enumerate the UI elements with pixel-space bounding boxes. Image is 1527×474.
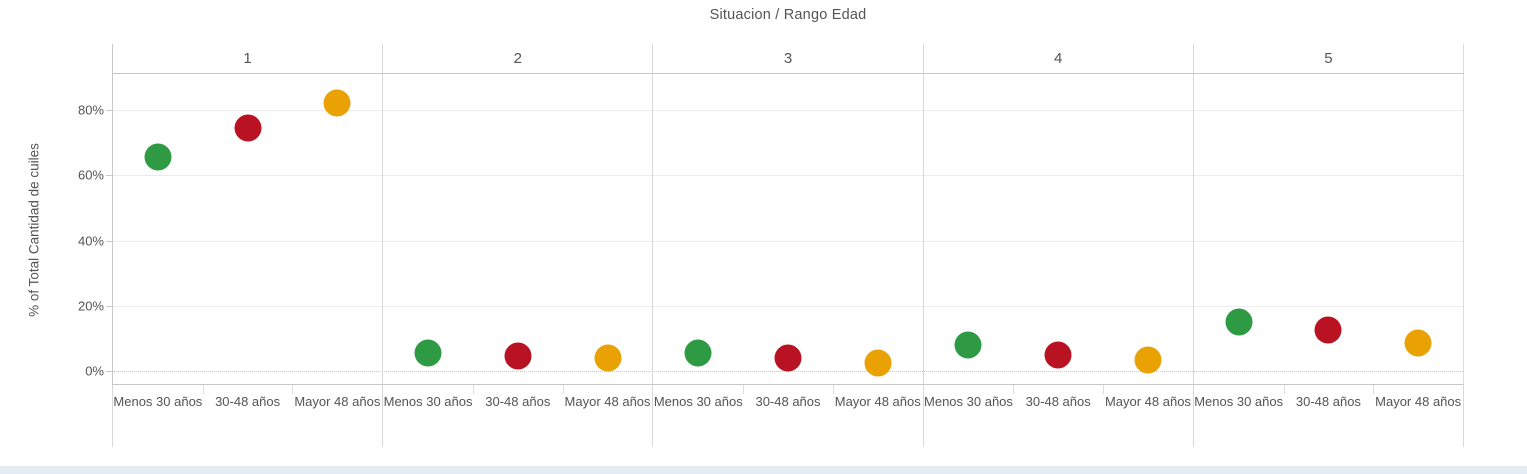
data-point-dot[interactable] xyxy=(1134,346,1162,374)
x-category-label: Menos 30 años xyxy=(924,394,1013,409)
data-point-dot[interactable] xyxy=(414,339,442,367)
gridline-20 xyxy=(113,305,1463,307)
data-point-dot[interactable] xyxy=(594,344,622,372)
data-point-dot[interactable] xyxy=(234,114,262,142)
x-axis-label-band: Menos 30 años 30-48 años Mayor 48 años Meno… xyxy=(112,385,1464,447)
x-category-label: 30-48 años xyxy=(1283,385,1374,447)
y-tick-label-0: 0% xyxy=(85,363,104,379)
x-category-label: 30-48 años xyxy=(472,385,563,447)
y-tick-mark xyxy=(106,110,112,111)
facet-panel-4 xyxy=(924,74,1194,384)
x-category-label: Mayor 48 años xyxy=(1373,385,1463,447)
x-category-label: Menos 30 años xyxy=(1194,394,1284,409)
x-category-label: Mayor 48 años xyxy=(832,385,923,447)
y-tick-mark xyxy=(106,240,112,242)
x-label-panel-1: Menos 30 años 30-48 años Mayor 48 años xyxy=(113,385,384,447)
x-label-panel-5: Menos 30 años 30-48 años Mayor 48 años xyxy=(1194,385,1463,447)
x-category-label: Menos 30 años xyxy=(113,394,203,409)
facet-panel-3 xyxy=(653,74,924,384)
data-point-dot[interactable] xyxy=(144,143,172,171)
facet-header-1: 1 xyxy=(113,44,384,73)
y-tick-mark xyxy=(106,175,112,177)
data-point-dot[interactable] xyxy=(1044,341,1072,369)
facet-panel-2 xyxy=(383,74,654,384)
facet-header-5: 5 xyxy=(1194,44,1465,73)
y-tick-label-80: 80% xyxy=(77,102,104,118)
plot-area xyxy=(112,74,1464,385)
y-tick-label-40: 40% xyxy=(77,233,104,248)
data-point-dot[interactable] xyxy=(864,349,892,377)
x-category-label: 30-48 años xyxy=(1013,385,1103,447)
facet-header-3: 3 xyxy=(653,44,924,73)
y-tick-label-20: 20% xyxy=(77,298,104,314)
x-category-label: 30-48 años xyxy=(743,385,833,447)
y-tick-mark xyxy=(106,305,112,307)
data-point-dot[interactable] xyxy=(1314,316,1342,344)
x-category-label: Mayor 48 años xyxy=(292,385,382,447)
y-tick-label-60: 60% xyxy=(77,167,104,183)
data-point-dot[interactable] xyxy=(954,331,982,359)
x-category-label: Menos 30 años xyxy=(383,394,473,409)
data-point-dot[interactable] xyxy=(323,89,351,117)
facet-panel-5 xyxy=(1194,74,1463,384)
facet-panels xyxy=(113,74,1463,384)
gridline-60 xyxy=(113,175,1463,177)
x-label-panel-4: Menos 30 años 30-48 años Mayor 48 años xyxy=(924,385,1194,447)
data-point-dot[interactable] xyxy=(774,344,802,372)
bottom-divider-band xyxy=(0,466,1527,474)
chart-title: Situacion / Rango Edad xyxy=(709,7,867,23)
x-label-panel-3: Menos 30 años 30-48 años Mayor 48 años xyxy=(653,385,924,447)
gridline-40 xyxy=(113,240,1463,242)
facet-header-2: 2 xyxy=(383,44,654,73)
x-label-panel-2: Menos 30 años 30-48 años Mayor 48 años xyxy=(383,385,654,447)
data-point-dot[interactable] xyxy=(1404,329,1432,357)
x-category-label: Menos 30 años xyxy=(653,394,743,409)
data-point-dot[interactable] xyxy=(1225,308,1253,336)
x-category-label: Mayor 48 años xyxy=(562,385,653,447)
facet-panel-1 xyxy=(113,74,384,384)
x-category-label: Mayor 48 años xyxy=(1103,385,1193,447)
zero-gridline xyxy=(113,371,1463,372)
x-category-label: 30-48 años xyxy=(202,385,293,447)
data-point-dot[interactable] xyxy=(504,342,532,370)
data-point-dot[interactable] xyxy=(684,339,712,367)
gridline-80 xyxy=(113,110,1463,111)
y-tick-mark xyxy=(106,371,112,372)
facet-header-4: 4 xyxy=(924,44,1194,73)
